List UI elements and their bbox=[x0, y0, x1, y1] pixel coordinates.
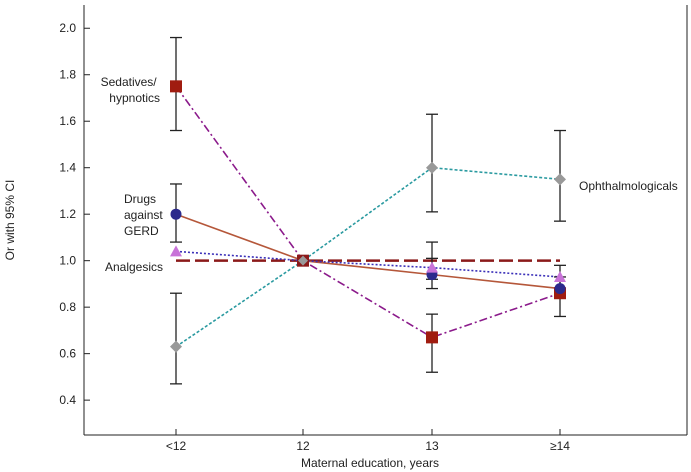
annotation-gerd-line-2: against bbox=[124, 208, 163, 222]
annotation-sedatives: Sedatives/ hypnotics bbox=[101, 75, 160, 105]
marker-ophthalmologicals-0 bbox=[170, 340, 182, 353]
annotations: Sedatives/ hypnotics Drugs against GERD … bbox=[101, 75, 678, 274]
series-layer bbox=[170, 36, 566, 385]
y-tick-label-1: 0.6 bbox=[59, 347, 76, 361]
y-tick-label-3: 1.0 bbox=[59, 254, 76, 268]
annotation-gerd-line-3: GERD bbox=[124, 224, 159, 238]
x-tick-label-0: <12 bbox=[166, 439, 187, 453]
x-ticks: <12 12 13 ≥14 bbox=[166, 429, 570, 453]
series-lines bbox=[175, 85, 561, 348]
annotation-gerd-line-1: Drugs bbox=[124, 192, 156, 206]
series-line-analgesics bbox=[175, 250, 561, 278]
marker-analgesics-3 bbox=[554, 270, 566, 282]
marker-reference-point-diamond bbox=[298, 255, 308, 266]
x-tick-label-2: 13 bbox=[425, 439, 439, 453]
x-axis-title: Maternal education, years bbox=[301, 456, 439, 470]
error-bar-ophthalmologicals-0 bbox=[170, 292, 182, 385]
series-line-sedatives-hypnotics bbox=[175, 85, 561, 339]
series-markers bbox=[170, 80, 566, 353]
annotation-gerd: Drugs against GERD bbox=[124, 192, 166, 238]
marker-analgesics-2 bbox=[426, 261, 438, 273]
series-line-ophthalmologicals bbox=[175, 166, 561, 348]
marker-sedatives-hypnotics-0 bbox=[170, 80, 182, 93]
annotation-sedatives-line-2: hypnotics bbox=[109, 91, 160, 105]
annotation-sedatives-line-1: Sedatives/ bbox=[101, 75, 158, 89]
error-bars bbox=[170, 36, 566, 385]
y-tick-label-6: 1.6 bbox=[59, 114, 76, 128]
y-tick-label-8: 2.0 bbox=[59, 21, 76, 35]
marker-ophthalmologicals-2 bbox=[426, 161, 438, 174]
x-tick-label-1: 12 bbox=[296, 439, 310, 453]
y-tick-label-7: 1.8 bbox=[59, 68, 76, 82]
marker-drugs-against-gerd-3 bbox=[554, 283, 566, 295]
marker-analgesics-0 bbox=[170, 245, 182, 257]
annotation-ophthalmologicals: Ophthalmologicals bbox=[579, 179, 678, 193]
y-tick-label-0: 0.4 bbox=[59, 393, 76, 407]
x-tick-label-3: ≥14 bbox=[550, 439, 570, 453]
annotation-analgesics: Analgesics bbox=[105, 260, 163, 274]
marker-ophthalmologicals-3 bbox=[554, 173, 566, 186]
marker-sedatives-hypnotics-2 bbox=[426, 331, 438, 344]
series-line-drugs-against-gerd bbox=[175, 213, 561, 290]
y-ticks: 0.4 0.6 0.8 1.0 1.2 1.4 1.6 1.8 2.0 bbox=[59, 21, 90, 407]
marker-drugs-against-gerd-0 bbox=[170, 208, 182, 220]
y-tick-label-5: 1.4 bbox=[59, 161, 76, 175]
y-tick-label-2: 0.8 bbox=[59, 300, 76, 314]
y-axis-title: Or with 95% CI bbox=[3, 180, 17, 261]
axes bbox=[83, 5, 688, 436]
y-tick-label-4: 1.2 bbox=[59, 207, 76, 221]
